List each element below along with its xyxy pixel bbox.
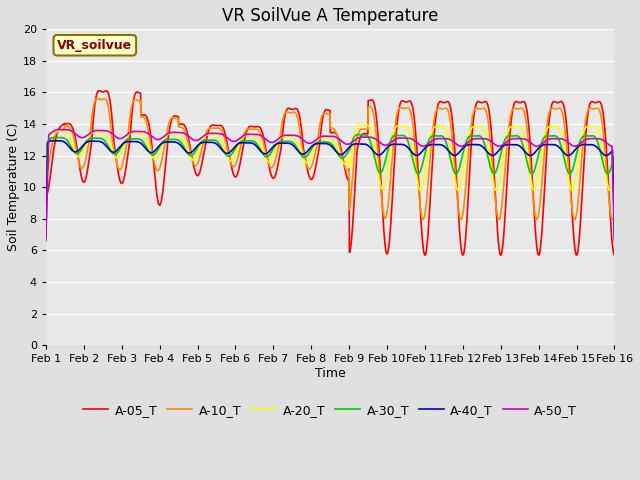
Line: A-20_T: A-20_T: [46, 125, 614, 231]
Line: A-10_T: A-10_T: [46, 98, 614, 219]
A-20_T: [42, 212, 50, 217]
A-40_T: [319, 141, 326, 146]
A-30_T: [611, 234, 618, 240]
Line: A-30_T: A-30_T: [46, 135, 614, 237]
A-05_T: [595, 99, 602, 105]
A-20_T: [303, 160, 311, 166]
A-10_T: [304, 164, 312, 170]
A-10_T: [71, 139, 79, 145]
A-30_T: [42, 228, 50, 233]
A-20_T: [595, 128, 602, 134]
Line: A-40_T: A-40_T: [46, 141, 614, 240]
A-20_T: [319, 135, 326, 141]
A-30_T: [303, 153, 311, 158]
A-20_T: [611, 228, 618, 234]
A-10_T: [490, 181, 498, 187]
A-40_T: [49, 138, 57, 144]
A-50_T: [595, 136, 602, 142]
Line: A-50_T: A-50_T: [46, 130, 614, 240]
A-20_T: [71, 148, 79, 154]
A-05_T: [42, 194, 50, 200]
A-05_T: [71, 133, 79, 139]
A-20_T: [490, 182, 498, 188]
A-30_T: [71, 150, 79, 156]
A-10_T: [93, 96, 101, 101]
Text: VR_soilvue: VR_soilvue: [57, 39, 132, 52]
A-30_T: [595, 141, 602, 147]
A-50_T: [594, 136, 602, 142]
A-10_T: [611, 211, 618, 216]
A-30_T: [319, 139, 326, 145]
Y-axis label: Soil Temperature (C): Soil Temperature (C): [7, 123, 20, 252]
A-10_T: [319, 112, 326, 118]
A-20_T: [356, 122, 364, 128]
A-10_T: [595, 106, 602, 112]
A-30_T: [594, 140, 602, 146]
Line: A-05_T: A-05_T: [46, 91, 614, 255]
A-40_T: [490, 152, 498, 158]
A-05_T: [304, 168, 312, 173]
A-50_T: [490, 141, 498, 147]
X-axis label: Time: Time: [315, 367, 346, 380]
A-05_T: [490, 167, 498, 173]
A-50_T: [42, 238, 50, 243]
A-50_T: [319, 133, 326, 139]
A-40_T: [594, 145, 602, 151]
A-40_T: [71, 149, 79, 155]
A-10_T: [42, 173, 50, 179]
A-40_T: [611, 238, 618, 243]
A-20_T: [594, 127, 602, 133]
A-05_T: [319, 116, 326, 121]
A-40_T: [595, 146, 602, 152]
A-50_T: [611, 233, 618, 239]
A-50_T: [56, 127, 63, 132]
Title: VR SoilVue A Temperature: VR SoilVue A Temperature: [222, 7, 438, 25]
A-40_T: [42, 235, 50, 240]
A-50_T: [304, 140, 312, 146]
A-50_T: [71, 131, 79, 136]
A-30_T: [354, 132, 362, 138]
A-05_T: [95, 88, 103, 94]
A-30_T: [490, 171, 498, 177]
A-10_T: [595, 106, 602, 111]
A-10_T: [571, 216, 579, 222]
A-40_T: [304, 148, 312, 154]
Legend: A-05_T, A-10_T, A-20_T, A-30_T, A-40_T, A-50_T: A-05_T, A-10_T, A-20_T, A-30_T, A-40_T, …: [79, 399, 582, 422]
A-05_T: [594, 99, 602, 105]
A-05_T: [611, 252, 618, 258]
